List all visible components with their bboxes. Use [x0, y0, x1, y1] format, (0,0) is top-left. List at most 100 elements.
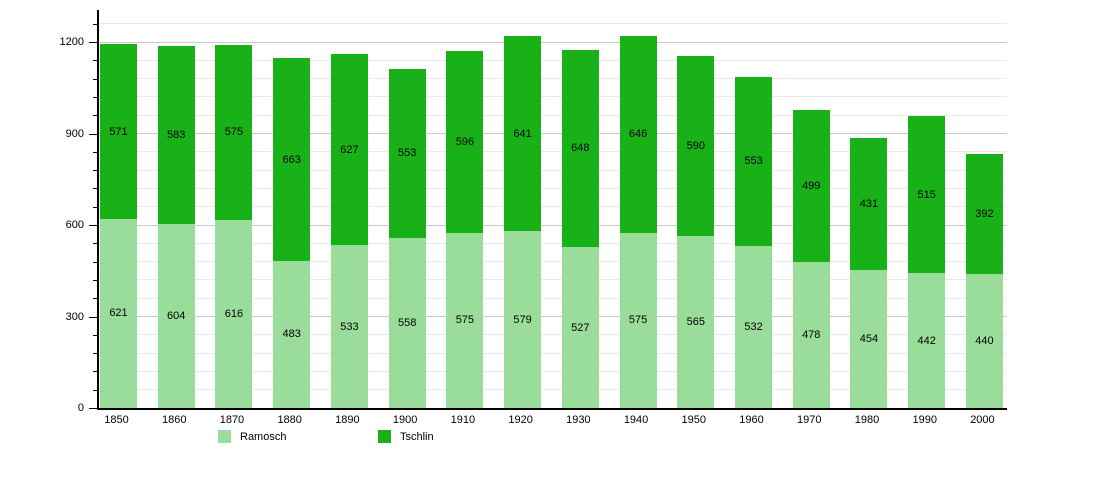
gridline-480	[99, 261, 1007, 263]
bar-value-label-tschlin-1990: 515	[917, 188, 936, 201]
y-minor-tick-840	[93, 151, 97, 153]
legend-label-tschlin: Tschlin	[400, 431, 434, 443]
plot-area: 621 571 604 583 616 575 483 663 533 627 558 553 575 5…	[97, 10, 1007, 410]
bar-segment-tschlin-1960	[735, 77, 773, 246]
bar-value-label-tschlin-2000: 392	[975, 208, 994, 221]
bar-segment-ramosch-1930	[561, 247, 599, 408]
bar-segment-ramosch-1860	[157, 223, 195, 408]
bar-segment-tschlin-1900	[388, 69, 426, 238]
x-tick-label-1950: 1950	[681, 414, 707, 426]
x-tick-label-1940: 1940	[623, 414, 649, 426]
bar-segment-tschlin-1880	[273, 58, 311, 261]
bar-value-label-ramosch-2000: 440	[975, 334, 994, 347]
x-tick-label-1860: 1860	[161, 414, 187, 426]
y-minor-tick-540	[93, 243, 97, 245]
y-tick-label-1200: 1200	[59, 36, 84, 48]
y-minor-tick-240	[93, 334, 97, 336]
gridline-540	[99, 242, 1007, 244]
bar-segment-ramosch-2000	[965, 273, 1003, 408]
bar-value-label-ramosch-1970: 478	[802, 329, 821, 342]
x-tick-label-1920: 1920	[508, 414, 533, 426]
bar-value-label-ramosch-1990: 442	[917, 334, 936, 347]
bar-value-label-tschlin-1980: 431	[859, 197, 879, 210]
bar-value-label-ramosch-1950: 565	[686, 315, 705, 328]
bar-value-label-tschlin-1880: 663	[282, 153, 301, 166]
bar-value-label-tschlin-1850: 571	[109, 125, 128, 138]
gridline-60	[99, 389, 1007, 391]
gridline-780	[99, 169, 1007, 171]
bar-value-label-tschlin-1890: 627	[340, 143, 359, 156]
bar-segment-ramosch-1960	[735, 245, 773, 408]
bar-value-label-tschlin-1870: 575	[224, 126, 244, 139]
bar-segment-ramosch-1850	[100, 218, 137, 408]
y-major-tick-300	[89, 316, 97, 318]
x-tick-label-1870: 1870	[219, 414, 245, 426]
gridline-300	[99, 316, 1007, 317]
bar-segment-ramosch-1980	[850, 269, 888, 408]
bar-segment-ramosch-1910	[446, 232, 484, 408]
x-tick-label-1880: 1880	[277, 414, 302, 426]
bar-segment-tschlin-1920	[504, 35, 542, 232]
bar-value-label-ramosch-1850: 621	[109, 307, 128, 320]
x-tick-label-1960: 1960	[739, 414, 764, 426]
y-tick-label-0: 0	[77, 402, 84, 414]
bar-segment-tschlin-2000	[965, 154, 1003, 274]
legend-swatch-tschlin	[378, 430, 391, 443]
gridline-840	[99, 151, 1007, 153]
y-major-tick-0	[89, 408, 97, 409]
gridline-180	[99, 352, 1007, 354]
bar-segment-ramosch-1920	[504, 231, 542, 408]
bar-value-label-ramosch-1930: 527	[571, 321, 590, 334]
y-minor-tick-1140	[93, 60, 97, 62]
y-tick-label-600: 600	[65, 219, 84, 231]
bar-value-label-tschlin-1930: 648	[571, 142, 590, 155]
y-minor-tick-180	[93, 353, 97, 355]
bar-segment-tschlin-1860	[157, 45, 195, 224]
bar-segment-tschlin-1970	[792, 110, 830, 263]
x-tick-label-1910: 1910	[450, 414, 476, 426]
gridline-420	[99, 279, 1007, 281]
bar-value-label-ramosch-1890: 533	[340, 320, 359, 333]
bar-value-label-ramosch-1910: 575	[455, 314, 475, 327]
bar-segment-tschlin-1950	[677, 55, 715, 236]
bar-value-label-tschlin-1920: 641	[513, 127, 532, 140]
y-major-tick-600	[89, 225, 97, 226]
y-tick-label-300: 300	[65, 310, 84, 323]
bar-value-label-tschlin-1860: 583	[167, 128, 186, 141]
y-tick-label-900: 900	[65, 127, 84, 140]
bar-value-label-tschlin-1960: 553	[744, 155, 763, 168]
y-minor-tick-660	[93, 206, 97, 208]
x-tick-label-1970: 1970	[797, 414, 822, 426]
bar-segment-ramosch-1970	[792, 262, 830, 408]
legend-label-ramosch: Ramosch	[240, 431, 287, 443]
x-tick-label-1980: 1980	[854, 414, 880, 426]
bar-segment-tschlin-1980	[850, 138, 888, 270]
bar-segment-ramosch-1950	[677, 235, 715, 408]
bar-segment-tschlin-1990	[908, 116, 946, 274]
x-tick-label-1990: 1990	[912, 414, 937, 426]
y-minor-tick-60	[93, 389, 97, 391]
bar-value-label-ramosch-1920: 579	[513, 313, 532, 326]
bar-value-label-tschlin-1950: 590	[686, 139, 705, 152]
y-minor-tick-1080	[93, 78, 97, 80]
y-minor-tick-420	[93, 279, 97, 281]
gridline-1260	[99, 23, 1007, 25]
bar-segment-ramosch-1890	[330, 245, 368, 408]
bar-segment-ramosch-1870	[215, 220, 253, 408]
bar-value-label-ramosch-1900: 558	[397, 316, 417, 329]
gridline-1200	[99, 41, 1007, 43]
gridline-1080	[99, 78, 1007, 80]
gridline-120	[99, 370, 1007, 372]
bar-segment-ramosch-1880	[273, 260, 311, 408]
bar-segment-tschlin-1870	[215, 44, 253, 221]
gridline-1020	[99, 96, 1007, 98]
bar-value-label-ramosch-1940: 575	[628, 314, 648, 327]
bar-value-label-ramosch-1860: 604	[167, 309, 186, 322]
bar-segment-tschlin-1930	[561, 49, 599, 248]
bar-value-label-tschlin-1910: 596	[455, 135, 475, 148]
gridline-240	[99, 334, 1007, 336]
gridline-720	[99, 187, 1007, 189]
bar-segment-ramosch-1990	[908, 273, 946, 408]
y-major-tick-900	[89, 133, 97, 135]
